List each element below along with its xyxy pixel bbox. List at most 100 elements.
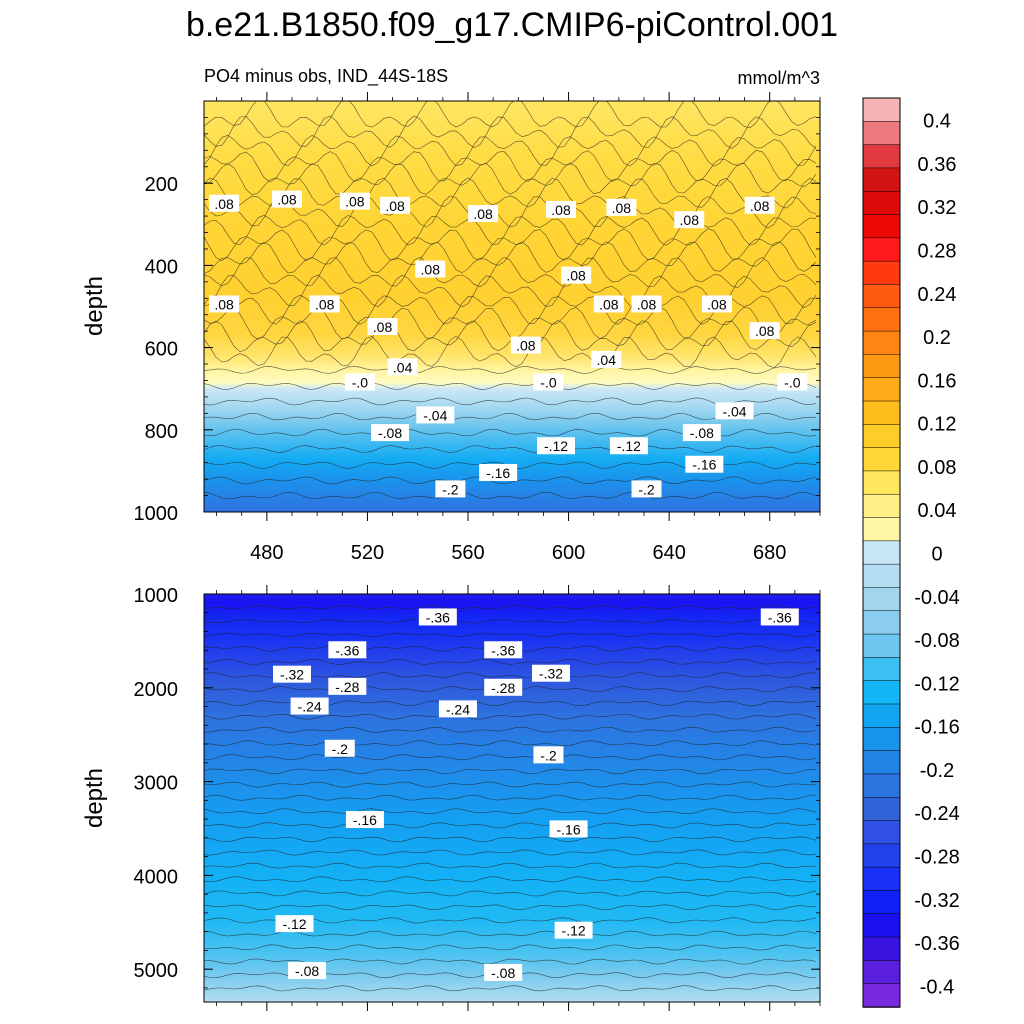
x-tick-label: 480 <box>250 542 283 564</box>
contour-label: .08 <box>510 336 541 354</box>
contour-label: .08 <box>546 200 577 218</box>
contour-label: -.28 <box>484 678 523 696</box>
colorbar-swatch <box>862 820 901 845</box>
contour-label-text: .08 <box>315 296 335 312</box>
bottom-contour-labels: -.36 -.36 -.36 -.36 -.32 -.32 -.28 -.28 -.24 -.24… <box>273 608 799 981</box>
contour-label-text: .08 <box>473 206 493 222</box>
top-y-axis-label: depth <box>81 276 108 336</box>
colorbar-label: -0.4 <box>920 976 954 998</box>
y-tick-label: 200 <box>145 174 178 196</box>
contour-line <box>204 366 817 374</box>
contour-label-bg <box>606 198 637 216</box>
contour-label-bg <box>345 811 384 829</box>
colorbar-label: -0.32 <box>914 890 960 912</box>
contour-label: -.08 <box>371 424 410 442</box>
y-tick-label: 800 <box>145 421 178 443</box>
y-tick-label: 2000 <box>134 679 179 701</box>
colorbar-swatch <box>862 354 901 379</box>
contour-label: -.16 <box>479 463 518 481</box>
contour-label: .08 <box>631 295 662 313</box>
colorbar-swatch <box>862 750 901 775</box>
contour-label-bg <box>209 295 240 313</box>
colorbar-swatch <box>862 773 901 798</box>
x-tick-label: 600 <box>552 542 585 564</box>
contour-label-text: .08 <box>277 192 297 208</box>
contour-label-bg <box>549 820 588 838</box>
contour-label: -.36 <box>760 608 799 626</box>
contour-label-bg <box>418 608 457 626</box>
contour-label: -.2 <box>435 480 466 498</box>
contour-label-text: -.36 <box>335 642 359 658</box>
colorbar-swatch <box>862 470 901 495</box>
colorbar-label: 0 <box>931 544 942 566</box>
contour-line <box>204 134 817 167</box>
colorbar-label: -0.28 <box>914 847 960 869</box>
contour-label: .08 <box>701 295 732 313</box>
contour-label-bg <box>371 424 410 442</box>
contour-line <box>204 754 817 761</box>
contour-line <box>204 491 817 500</box>
contour-line <box>204 335 817 369</box>
contour-line <box>204 150 817 183</box>
contour-label-bg <box>760 608 799 626</box>
contour-line <box>204 445 817 454</box>
contour-label: -.08 <box>484 963 523 981</box>
colorbar-swatch <box>862 517 901 542</box>
contour-label-text: .08 <box>755 323 775 339</box>
colorbar-swatch <box>862 866 901 892</box>
contour-label-bg <box>290 697 329 715</box>
contour-label-bg <box>715 402 754 420</box>
colorbar-swatch <box>862 587 901 612</box>
contour-line <box>204 306 817 340</box>
contour-label: .08 <box>209 295 240 313</box>
contour-label-bg <box>685 455 724 473</box>
colorbar-swatch <box>862 424 901 449</box>
contour-line <box>204 876 817 883</box>
contour-label: -.16 <box>345 811 384 829</box>
colorbar-swatch <box>862 144 901 169</box>
contour-label-bg <box>533 746 564 764</box>
contour-line <box>204 794 817 801</box>
colorbar-label: 0.36 <box>918 154 957 176</box>
colorbar-label: -0.04 <box>914 587 960 609</box>
contour-label-bg <box>328 641 367 659</box>
contour-label-bg <box>387 358 418 376</box>
contour-label-bg <box>593 295 624 313</box>
colorbar-swatch <box>862 633 901 659</box>
colorbar-swatch <box>862 610 901 635</box>
contour-line <box>204 605 817 610</box>
contour-label-bg <box>435 480 466 498</box>
contour-line <box>204 930 817 937</box>
contour-label-bg <box>533 373 564 391</box>
y-tick-label: 3000 <box>134 773 179 795</box>
colorbar-label: 0.16 <box>918 370 957 392</box>
contour-label-text: .08 <box>750 198 770 214</box>
contour-label: .08 <box>561 266 592 284</box>
contour-label-text: -.16 <box>557 821 581 837</box>
colorbar-label: 0.04 <box>918 500 957 522</box>
contour-label-text: -.0 <box>784 375 801 391</box>
contour-label-text: -.12 <box>544 438 568 454</box>
contour-label-text: .04 <box>393 359 413 375</box>
y-tick-label: 400 <box>145 256 178 278</box>
contour-line <box>204 618 817 624</box>
contour-line <box>204 836 817 843</box>
contour-line <box>204 256 817 288</box>
contour-label-text: .08 <box>345 194 365 210</box>
colorbar-labels: 0.4 0.36 0.32 0.28 0.24 0.2 0.16 0.12 0.08 0.04 0 -… <box>914 111 960 999</box>
contour-label: -.2 <box>631 480 662 498</box>
contour-label-text: .08 <box>421 262 441 278</box>
contour-label: .08 <box>339 192 370 210</box>
y-tick-label: 1000 <box>134 503 179 525</box>
contour-line <box>204 320 817 353</box>
contour-label-bg <box>777 373 808 391</box>
contour-label: .08 <box>744 196 775 214</box>
y-tick-label: 600 <box>145 339 178 361</box>
contour-line <box>204 115 817 149</box>
colorbar-frame <box>862 97 901 1008</box>
top-contour-labels: .08 .08 .08 .08 .08 .08 .08 .08 .08 .08 .08 .08 .08.… <box>209 190 808 498</box>
contour-line <box>204 412 817 421</box>
contour-label: .08 <box>674 211 705 229</box>
contour-label-text: .08 <box>214 296 234 312</box>
